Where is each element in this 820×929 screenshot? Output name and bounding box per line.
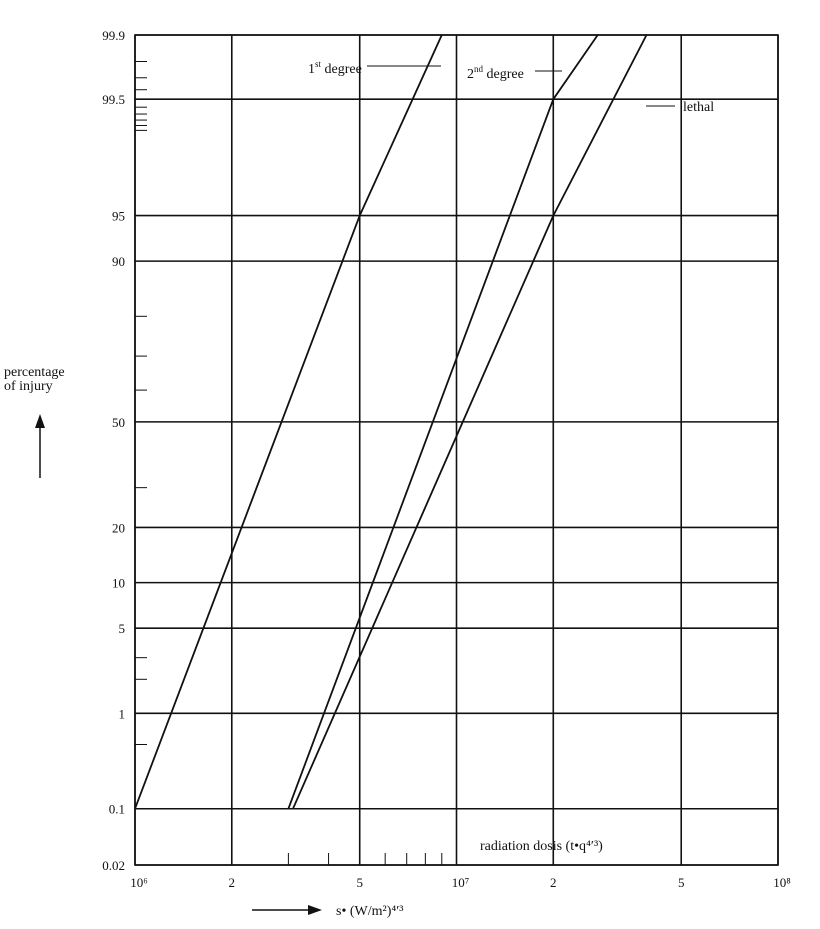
y-tick-label: 10	[112, 576, 125, 591]
plot-frame	[134, 34, 779, 866]
labels-layer: 10⁶ 2 5 10⁷ 2 5 10⁸ 99.9 99.5 95 90 50 20 10 5 1 0.1 0.02…	[4, 28, 791, 919]
x-tick-label: 2	[229, 875, 236, 890]
y-tick-label: 90	[112, 254, 125, 269]
y-tick-label: 99.5	[102, 92, 125, 107]
series-layer	[134, 34, 648, 810]
grid-layer	[134, 34, 779, 866]
y-axis-arrow-head	[35, 414, 45, 428]
y-tick-label: 0.02	[102, 858, 125, 873]
y-axis-label: percentage of injury	[4, 365, 65, 394]
x-tick-label: 5	[678, 875, 685, 890]
x-tick-label: 5	[356, 875, 363, 890]
series-label-2: lethal	[683, 100, 714, 115]
series-line-1	[287, 34, 599, 810]
x-tick-label: 10⁶	[130, 875, 148, 890]
x-axis-arrow-head	[308, 905, 322, 915]
x-tick-label: 10⁷	[452, 875, 470, 890]
x-axis-label: s• (W/m²)⁴′³	[336, 904, 404, 919]
series-label-0: 1st degree	[308, 59, 362, 77]
series-label-1: 2nd degree	[467, 64, 524, 82]
y-tick-label: 1	[119, 706, 126, 721]
y-tick-label: 5	[119, 621, 126, 636]
y-tick-label: 99.9	[102, 28, 125, 43]
y-tick-label: 50	[112, 415, 125, 430]
y-tick-label: 0.1	[109, 802, 125, 817]
series-line-0	[134, 34, 443, 810]
x-axis-note: radiation dosis (t•q⁴′³)	[480, 839, 603, 854]
y-tick-label: 95	[112, 209, 125, 224]
x-tick-label: 10⁸	[773, 875, 791, 890]
series-line-2	[292, 34, 648, 810]
y-tick-label: 20	[112, 520, 125, 535]
x-tick-label: 2	[550, 875, 557, 890]
